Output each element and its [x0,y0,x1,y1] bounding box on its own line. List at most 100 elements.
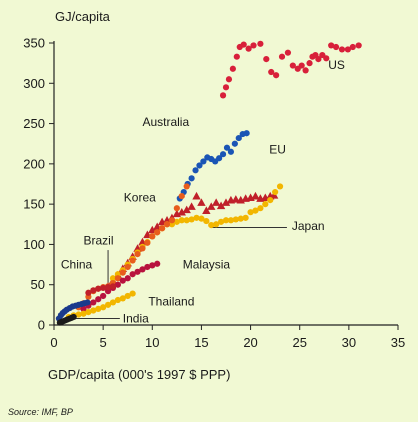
point-eu [216,201,226,210]
point-us [349,43,356,51]
x-axis-title: GDP/capita (000's 1997 $ PPP) [48,367,230,382]
point-australia [188,175,195,182]
point-korea [173,205,180,212]
x-tick-label: 5 [100,335,107,350]
point-australia [216,155,223,162]
point-japan [227,217,235,224]
point-china [84,299,91,306]
point-thailand [90,307,97,314]
point-malaysia [95,296,102,303]
point-japan [242,214,249,221]
point-eu [187,202,196,210]
point-malaysia [139,266,146,273]
point-india [70,313,77,321]
label-brazil: Brazil [83,233,113,247]
point-us [332,43,340,51]
y-tick-label: 200 [23,156,45,171]
point-us [225,76,233,83]
point-korea [159,225,166,232]
source-note: Source: IMF, BP [8,407,73,417]
point-japan [178,217,185,224]
point-japan [217,218,225,225]
series-labels: US Australia EU Korea Japan Brazil China Malays… [61,58,345,326]
point-us [284,49,292,56]
point-japan [276,183,284,190]
point-japan [267,197,274,204]
point-korea [114,275,121,282]
point-us [315,56,322,63]
point-malaysia [80,305,87,312]
series-thailand [65,290,136,321]
point-us [323,55,330,62]
point-japan [247,209,254,216]
point-japan [198,215,205,222]
x-tick-label: 10 [145,335,159,350]
point-japan [109,275,117,282]
point-eu [177,208,186,216]
point-thailand [75,311,82,318]
y-tick-label: 150 [23,197,45,212]
point-korea [163,221,171,228]
x-axis: 0 5 10 15 20 25 30 35 [50,325,405,350]
point-australia [196,162,203,169]
point-thailand [80,310,87,317]
point-japan [272,188,279,196]
point-japan [183,217,190,224]
point-japan [257,205,264,212]
point-korea [149,233,156,240]
point-us [355,42,362,49]
x-tick-label: 35 [391,335,405,350]
point-japan [262,201,269,208]
x-tick-label: 0 [50,335,57,350]
point-malaysia [124,275,131,282]
point-australia [219,151,227,158]
point-us [263,56,270,63]
point-malaysia [149,262,156,269]
point-korea [119,269,126,276]
point-eu [197,198,206,206]
point-us [245,45,252,52]
point-japan [173,218,180,225]
point-australia [227,148,235,155]
point-japan [237,215,244,222]
point-eu [211,198,221,206]
data-points [55,40,362,326]
point-australia [243,130,250,137]
point-brazil [90,287,97,294]
point-us [298,62,305,69]
point-us [222,84,230,91]
point-malaysia [129,271,136,278]
point-thailand [109,299,117,306]
point-korea [154,229,161,236]
point-thailand [85,309,92,316]
point-eu [231,195,241,203]
point-japan [188,216,195,223]
point-eu [202,206,211,214]
x-tick-label: 25 [292,335,306,350]
point-korea [134,250,141,258]
y-axis: 0 50 100 150 200 250 300 350 [23,36,54,333]
label-australia: Australia [142,115,189,129]
point-thailand [104,301,112,308]
point-us [257,40,264,47]
series-india [56,313,77,326]
point-malaysia [100,292,107,300]
label-us: US [328,58,345,72]
point-japan [213,221,220,228]
point-australia [200,158,207,165]
point-eu [182,205,191,214]
point-korea [129,257,136,264]
point-malaysia [154,260,161,267]
point-japan [208,221,215,229]
y-tick-label: 350 [23,36,45,51]
point-japan [252,207,259,214]
point-brazil [104,284,112,291]
point-thailand [129,290,136,297]
label-china: China [61,258,93,272]
point-thailand [100,304,107,311]
point-thailand [119,295,126,302]
label-malaysia: Malaysia [183,258,231,272]
y-tick-label: 50 [31,277,45,292]
point-australia [192,167,199,174]
